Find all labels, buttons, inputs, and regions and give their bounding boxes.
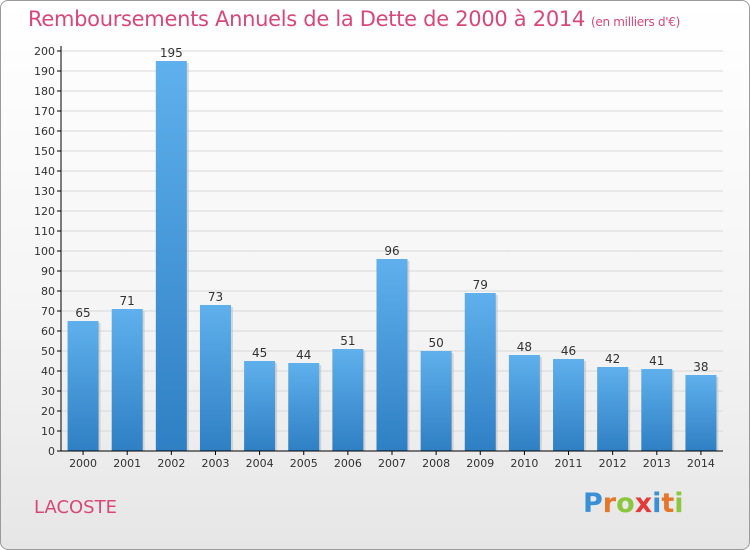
bar-value-label: 71 xyxy=(120,294,135,308)
town-name: LACOSTE xyxy=(34,497,117,518)
bar-value-label: 79 xyxy=(473,278,488,292)
y-tick-label: 110 xyxy=(34,225,55,238)
y-tick-label: 50 xyxy=(41,345,55,358)
y-tick-label: 30 xyxy=(41,385,55,398)
brand-letter: t xyxy=(661,488,675,519)
y-tick-label: 190 xyxy=(34,65,55,78)
x-tick-label: 2000 xyxy=(69,457,97,470)
x-tick-label: 2007 xyxy=(378,457,406,470)
x-tick-label: 2014 xyxy=(687,457,715,470)
y-tick-label: 20 xyxy=(41,405,55,418)
y-tick-label: 0 xyxy=(48,445,55,458)
y-tick-label: 170 xyxy=(34,105,55,118)
y-tick-label: 200 xyxy=(34,45,55,58)
bar-2002[interactable] xyxy=(155,61,187,451)
x-tick-label: 2010 xyxy=(510,457,538,470)
bar-value-label: 44 xyxy=(296,348,311,362)
bar-value-label: 46 xyxy=(561,344,576,358)
bar-2012[interactable] xyxy=(597,367,629,451)
x-tick-label: 2001 xyxy=(113,457,141,470)
y-tick-label: 150 xyxy=(34,145,55,158)
chart-subtitle: (en milliers d'€) xyxy=(591,15,681,29)
axes: 0 10 20 30 40 50 60 70 80 90 100 110 120 130 140 150 160… xyxy=(34,45,723,470)
bar-2013[interactable] xyxy=(641,369,673,451)
brand-letter: i xyxy=(652,488,662,519)
bar-2010[interactable] xyxy=(508,355,540,451)
y-tick-label: 120 xyxy=(34,205,55,218)
title-text: Remboursements Annuels de la Dette de 20… xyxy=(28,7,585,31)
x-tick-label: 2004 xyxy=(246,457,274,470)
brand-letter: P xyxy=(583,488,603,519)
bar-2008[interactable] xyxy=(420,351,452,451)
bar-2006[interactable] xyxy=(332,349,364,451)
bar-2009[interactable] xyxy=(464,293,496,451)
brand-letter: i xyxy=(674,488,684,519)
x-tick-label: 2008 xyxy=(422,457,450,470)
brand-logo[interactable]: Proxiti xyxy=(583,488,684,519)
y-tick-label: 180 xyxy=(34,85,55,98)
bar-value-label: 96 xyxy=(384,244,399,258)
y-tick-label: 100 xyxy=(34,245,55,258)
bar-2004[interactable] xyxy=(244,361,276,451)
bar-2014[interactable] xyxy=(685,375,717,451)
x-tick-label: 2006 xyxy=(334,457,362,470)
bar-value-label: 41 xyxy=(649,354,664,368)
bar-value-label: 65 xyxy=(75,306,90,320)
bar-value-label: 50 xyxy=(428,336,443,350)
bars: 65 71 195 73 45 44 51 96 50 79 48 46 42 41 38 xyxy=(67,46,719,451)
chart-title: Remboursements Annuels de la Dette de 20… xyxy=(28,7,680,31)
y-tick-label: 10 xyxy=(41,425,55,438)
x-tick-label: 2005 xyxy=(290,457,318,470)
y-tick-label: 160 xyxy=(34,125,55,138)
y-tick-label: 130 xyxy=(34,185,55,198)
bar-value-label: 73 xyxy=(208,290,223,304)
x-tick-label: 2009 xyxy=(466,457,494,470)
x-tick-label: 2011 xyxy=(555,457,583,470)
brand-letter: r xyxy=(602,488,617,519)
bar-2003[interactable] xyxy=(199,305,231,451)
x-tick-label: 2012 xyxy=(599,457,627,470)
bar-value-label: 51 xyxy=(340,334,355,348)
y-tick-label: 70 xyxy=(41,305,55,318)
bar-2005[interactable] xyxy=(288,363,320,451)
x-tick-label: 2003 xyxy=(201,457,229,470)
x-tick-label: 2002 xyxy=(157,457,185,470)
y-tick-label: 60 xyxy=(41,325,55,338)
brand-letter: o xyxy=(616,488,635,519)
bar-2011[interactable] xyxy=(553,359,585,451)
y-tick-label: 80 xyxy=(41,285,55,298)
bar-value-label: 45 xyxy=(252,346,267,360)
bar-2007[interactable] xyxy=(376,259,408,451)
bar-2000[interactable] xyxy=(67,321,99,451)
x-tick-label: 2013 xyxy=(643,457,671,470)
y-tick-label: 90 xyxy=(41,265,55,278)
bar-value-label: 48 xyxy=(517,340,532,354)
y-tick-label: 40 xyxy=(41,365,55,378)
bar-value-label: 195 xyxy=(160,46,183,60)
y-tick-label: 140 xyxy=(34,165,55,178)
brand-letter: x xyxy=(634,488,653,519)
bar-2001[interactable] xyxy=(111,309,143,451)
bar-value-label: 42 xyxy=(605,352,620,366)
bar-value-label: 38 xyxy=(693,360,708,374)
